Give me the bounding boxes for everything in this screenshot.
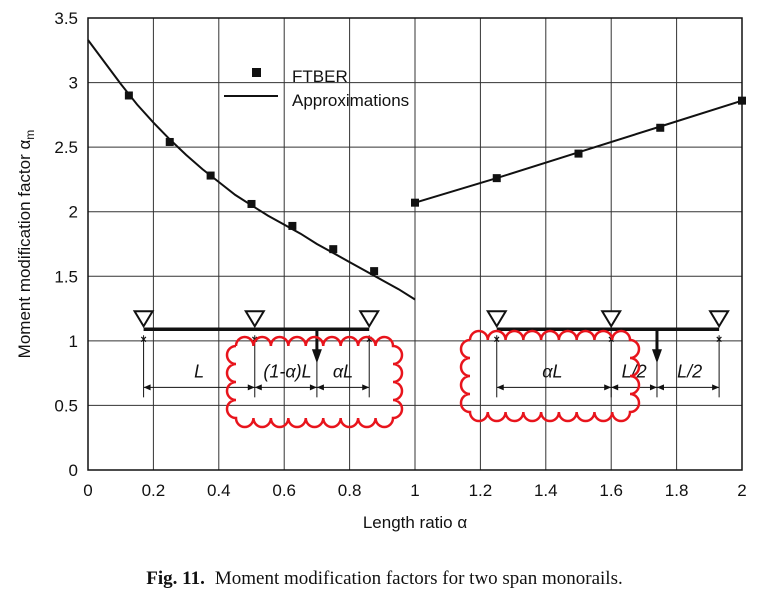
left-span-support-triangle <box>244 310 266 329</box>
caption-label: Fig. 11. <box>146 568 205 589</box>
x-tick-label: 1.8 <box>665 481 689 500</box>
y-tick-label: 2 <box>69 203 78 222</box>
left-span-dim-label: αL <box>333 361 353 381</box>
y-tick-label: 2.5 <box>54 138 78 157</box>
right-span-dim-arrowhead <box>496 384 504 391</box>
right-span-dim-arrowhead <box>656 384 664 391</box>
data-point-ftber <box>206 171 215 180</box>
x-tick-label: 0.2 <box>142 481 166 500</box>
left-span-support-triangle <box>358 310 380 329</box>
x-tick-label: 0.4 <box>207 481 231 500</box>
y-tick-label: 1 <box>69 332 78 351</box>
right-span-dim-arrowhead <box>604 384 612 391</box>
x-tick-label: 1.4 <box>534 481 558 500</box>
right-span-dim-label: L/2 <box>622 361 647 381</box>
data-point-ftber <box>288 221 297 230</box>
x-tick-label: 0.8 <box>338 481 362 500</box>
y-tick-label: 3.5 <box>54 9 78 28</box>
right-span-dim-label: αL <box>542 361 562 381</box>
left-span-dim-label: (1-α)L <box>263 361 311 381</box>
right-span-support-triangle <box>708 310 730 329</box>
data-point-ftber <box>124 91 133 100</box>
left-span-dim-arrowhead <box>309 384 317 391</box>
left-span-dim-arrowhead <box>247 384 255 391</box>
x-tick-label: 1.2 <box>469 481 493 500</box>
left-span-dim-arrowhead <box>254 384 262 391</box>
x-tick-label: 0 <box>83 481 92 500</box>
x-tick-label: 1 <box>410 481 419 500</box>
legend-marker-ftber <box>252 68 261 77</box>
caption-text: Moment modification factors for two span… <box>214 568 623 589</box>
chart: 0 0.2 0.4 0.6 0.8 1 1.2 1.4 1.6 1.8 2 0 0.5 1 1.5 2 2.5 3… <box>15 9 747 532</box>
right-span-dim-arrowhead <box>611 384 619 391</box>
right-span-support-triangle <box>485 310 508 329</box>
y-tick-label: 3 <box>69 74 78 93</box>
data-point-ftber <box>656 123 665 132</box>
y-tick-label: 0 <box>69 461 78 480</box>
right-span-dim-label: L/2 <box>677 361 702 381</box>
right-span-dim-arrowhead <box>712 384 720 391</box>
right-span-dim-arrowhead <box>649 384 657 391</box>
data-point-ftber <box>165 137 174 146</box>
left-span-dim-arrowhead <box>143 384 151 391</box>
x-tick-label: 1.6 <box>599 481 623 500</box>
left-span-support-triangle <box>132 310 155 329</box>
data-point-ftber <box>247 199 256 208</box>
x-tick-label: 0.6 <box>272 481 296 500</box>
left-span-dim-arrowhead <box>362 384 370 391</box>
data-point-ftber <box>492 174 501 183</box>
y-axis-label: Moment modification factor αm <box>15 130 37 359</box>
data-point-ftber <box>411 198 419 207</box>
y-tick-label: 1.5 <box>54 267 78 286</box>
left-span-dim-label: L <box>194 361 204 381</box>
data-point-ftber <box>370 267 379 276</box>
legend-label-ftber: FTBER <box>292 67 348 86</box>
x-axis-label: Length ratio α <box>363 513 468 532</box>
legend-label-approximations: Approximations <box>292 91 409 110</box>
chart-svg: 0 0.2 0.4 0.6 0.8 1 1.2 1.4 1.6 1.8 2 0 0.5 1 1.5 2 2.5 3… <box>15 9 747 532</box>
highlight-cloud-left <box>225 335 404 429</box>
y-tick-label: 0.5 <box>54 396 78 415</box>
data-point-ftber <box>329 245 338 254</box>
highlight-cloud-right <box>459 329 641 423</box>
figure-caption: Fig. 11. Moment modification factors for … <box>0 568 769 590</box>
data-point-ftber <box>574 149 583 158</box>
data-point-ftber <box>738 96 746 105</box>
left-span-dim-arrowhead <box>316 384 324 391</box>
y-axis-label-subscript: m <box>23 130 37 140</box>
x-tick-label: 2 <box>737 481 746 500</box>
right-span-support-triangle <box>600 310 622 329</box>
plot-frame <box>87 17 743 471</box>
series-line-approximations <box>87 39 416 301</box>
